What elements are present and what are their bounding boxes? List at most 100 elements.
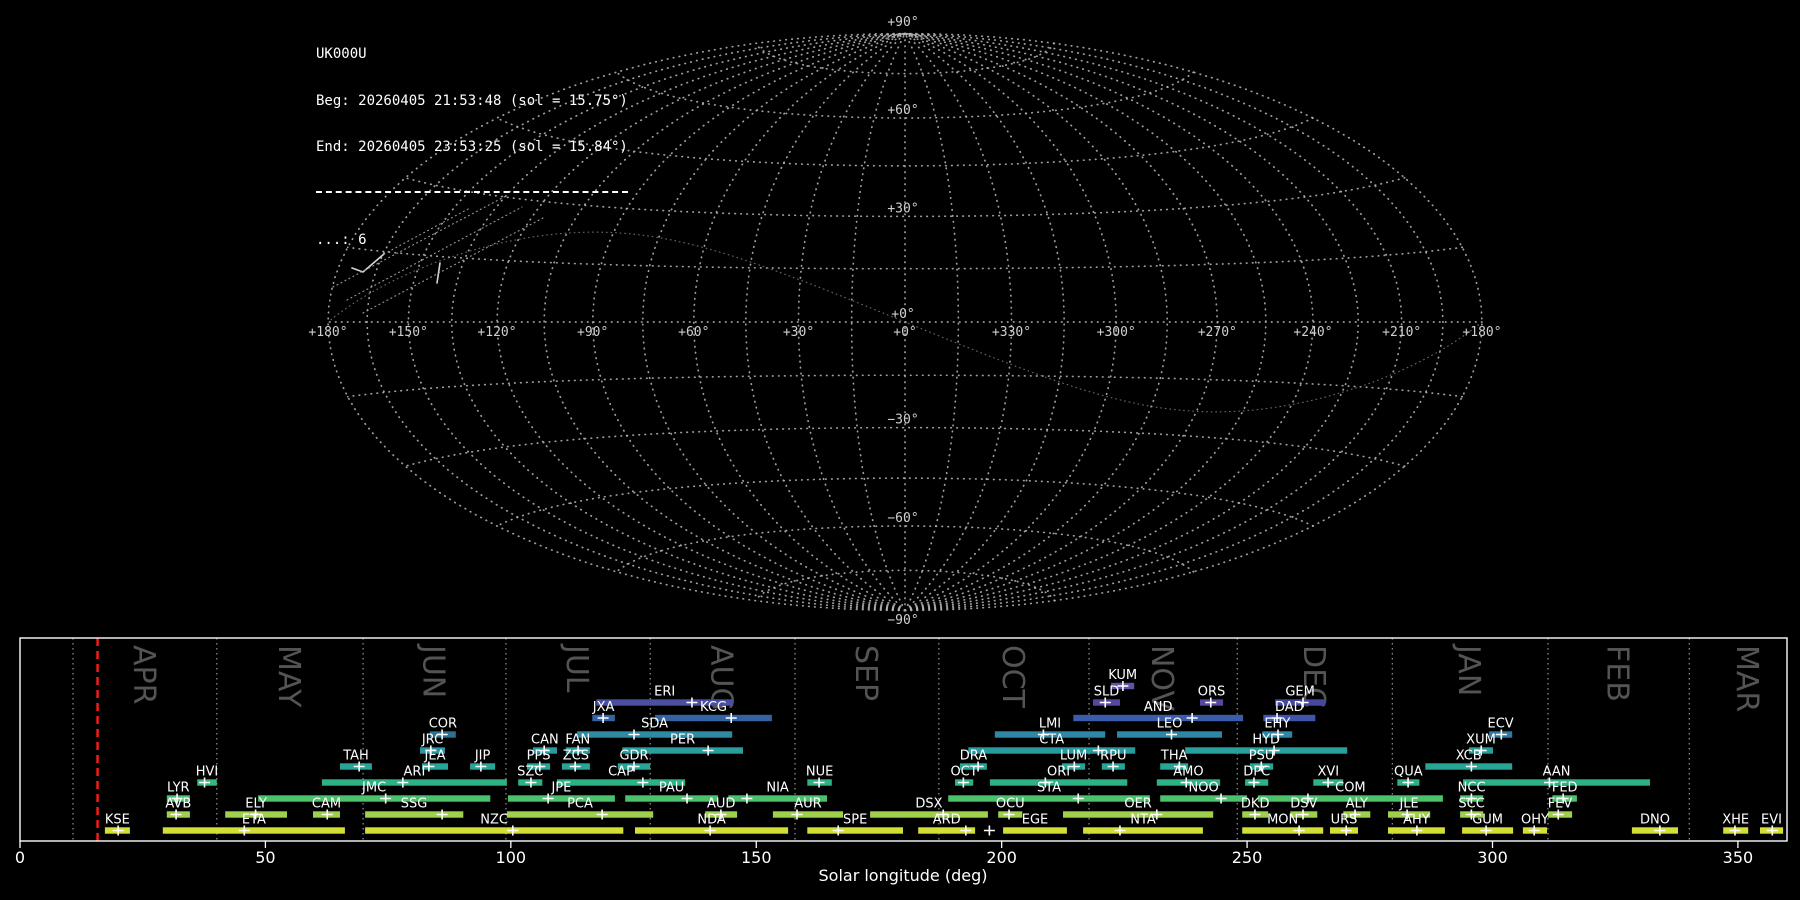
shower-bar-NTA — [1083, 827, 1203, 834]
grid-meridian — [904, 32, 1360, 612]
latitude-label: −60° — [887, 511, 918, 526]
shower-label-COR: COR — [429, 717, 457, 732]
shower-label-AND: AND — [1144, 700, 1173, 715]
shower-peak-LUM — [1068, 761, 1080, 772]
shower-bar-LMI — [994, 731, 1106, 738]
shower-peak-SZC — [525, 777, 537, 788]
shower-label-SLD: SLD — [1094, 685, 1120, 700]
shower-label-PAU: PAU — [659, 781, 684, 796]
shower-label-TAH: TAH — [342, 749, 369, 764]
longitude-label: +90° — [577, 325, 608, 340]
grid-meridian — [641, 32, 906, 612]
shower-label-PSU: PSU — [1249, 749, 1275, 764]
shower-peak-ORS — [1205, 697, 1217, 708]
month-label: DEC — [1296, 645, 1331, 708]
shower-peak-RPU — [1107, 761, 1119, 772]
meteor-trail-extension — [346, 206, 523, 301]
shower-peak-MON — [1293, 825, 1305, 836]
longitude-label: +210° — [1382, 325, 1421, 340]
shower-peak-JLE — [1401, 809, 1413, 820]
shower-peak-OCU — [1003, 809, 1015, 820]
shower-peak-LYR — [171, 793, 183, 804]
shower-bar-ORI — [989, 779, 1128, 786]
shower-peak-XCB — [1465, 761, 1477, 772]
x-axis-title: Solar longitude (deg) — [819, 866, 988, 885]
shower-label-THA: THA — [1160, 749, 1188, 764]
shower-peak-GDR — [628, 761, 640, 772]
shower-bar-EGE — [1003, 827, 1067, 834]
shower-peak-URS — [1340, 825, 1352, 836]
shower-label-KSE: KSE — [105, 813, 130, 828]
longitude-label: +120° — [477, 325, 516, 340]
shower-peak-XUM — [1475, 745, 1487, 756]
shower-peak-DPC — [1248, 777, 1260, 788]
shower-bar-ARI — [321, 779, 507, 786]
shower-peak-NIA — [741, 793, 753, 804]
shower-label-ETA: ETA — [242, 813, 266, 828]
shower-bar-SDA — [577, 731, 733, 738]
shower-label-NTA: NTA — [1130, 813, 1156, 828]
shower-label-ALY: ALY — [1346, 797, 1368, 812]
shower-peak-KUM — [1117, 681, 1129, 691]
shower-label-ELY: ELY — [245, 797, 267, 812]
shower-bar-JMC — [258, 795, 491, 802]
latitude-label: +30° — [887, 201, 918, 216]
shower-peak-GEM — [1297, 697, 1309, 708]
shower-peak-DNO — [1654, 825, 1666, 836]
shower-label-DNO: DNO — [1640, 813, 1670, 828]
shower-peak-NCC — [1465, 793, 1477, 804]
shower-label-ECV: ECV — [1488, 717, 1514, 732]
shower-bar-ARD — [918, 827, 976, 834]
shower-peak-DRA — [972, 761, 984, 772]
shower-label-FED: FED — [1552, 781, 1578, 796]
x-tick-label: 0 — [15, 848, 25, 867]
shower-label-AVB: AVB — [165, 797, 191, 812]
shower-peak-TAH — [353, 761, 365, 772]
shower-label-SCC: SCC — [1458, 797, 1484, 812]
month-label: OCT — [995, 645, 1030, 709]
shower-label-HVI: HVI — [196, 765, 219, 780]
shower-peak-STA — [1072, 793, 1084, 804]
longitude-label: +300° — [1097, 325, 1136, 340]
shower-peak-OCT — [957, 777, 969, 788]
grid-meridian — [904, 32, 1403, 612]
shower-label-SPE: SPE — [843, 813, 867, 828]
shower-peak-ETA — [238, 825, 250, 836]
shower-peak-JMC — [380, 793, 392, 804]
longitude-label: +30° — [783, 325, 814, 340]
shower-label-FEV: FEV — [1548, 797, 1573, 812]
shower-bar-NOO — [1160, 795, 1248, 802]
shower-peak-ALY — [1349, 809, 1361, 820]
shower-bar-AAN — [1463, 779, 1650, 786]
shower-peak-SCC — [1465, 809, 1477, 820]
shower-label-AAN: AAN — [1543, 765, 1571, 780]
grid-meridian — [904, 32, 1314, 612]
x-tick-label: 350 — [1723, 848, 1754, 867]
shower-label-AUR: AUR — [794, 797, 821, 812]
shower-bar-JEA — [422, 763, 448, 770]
shower-peak-PAU — [681, 793, 693, 804]
shower-peak-LEO — [1165, 729, 1177, 740]
shower-label-OHY: OHY — [1521, 813, 1549, 828]
shower-bar-OER — [1063, 811, 1214, 818]
shower-bar-SPE — [807, 827, 903, 834]
shower-peak-XHE — [1729, 825, 1741, 836]
shower-peak-EHY — [1272, 729, 1284, 740]
shower-label-LEO: LEO — [1157, 717, 1183, 732]
shower-bar-MON — [1242, 827, 1324, 834]
shower-peak-GUM — [1480, 825, 1492, 836]
shower-peak-NOO — [1215, 793, 1227, 804]
shower-peak-ZCS — [569, 761, 581, 772]
shower-label-DKD: DKD — [1241, 797, 1270, 812]
longitude-label: +180° — [1462, 325, 1501, 340]
shower-label-JLE: JLE — [1398, 797, 1418, 812]
shower-label-NCC: NCC — [1458, 781, 1486, 796]
shower-peak-KSE — [112, 825, 124, 836]
shower-peak-ARI — [397, 777, 409, 788]
shower-label-PPS: PPS — [527, 749, 551, 764]
latitude-label: +60° — [887, 103, 918, 118]
shower-label-DSV: DSV — [1290, 797, 1317, 812]
shower-bar-COM — [1257, 795, 1443, 802]
shower-peak-XVI — [1322, 777, 1334, 788]
shower-label-NDA: NDA — [697, 813, 726, 828]
